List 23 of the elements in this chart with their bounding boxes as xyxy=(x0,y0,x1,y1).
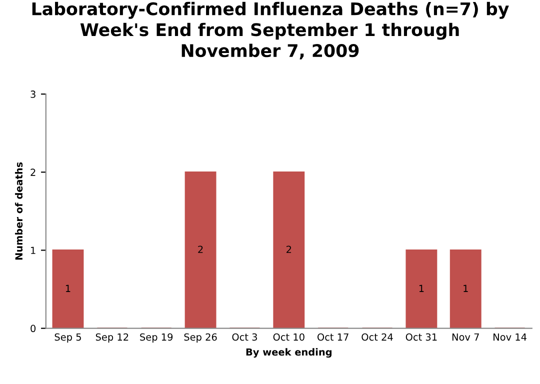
data-label: 1 xyxy=(464,284,468,292)
x-tick-label: Oct 17 xyxy=(317,333,348,341)
x-tick-label: Oct 31 xyxy=(406,333,437,341)
x-tick-label: Oct 10 xyxy=(273,333,304,341)
x-axis-title: By week ending xyxy=(246,348,332,358)
x-tick-label: Oct 24 xyxy=(362,333,393,341)
data-label: 1 xyxy=(419,284,424,292)
x-tick-label: Sep 12 xyxy=(96,333,128,343)
x-tick-label: Sep 26 xyxy=(184,333,217,343)
data-label: 2 xyxy=(286,246,292,253)
y-axis-title: Number of deaths xyxy=(15,162,23,260)
data-label: 2 xyxy=(198,246,203,253)
chart-title: Laboratory-Confirmed Influenza Deaths (n=7) by Week's End from September 1 through November 7, 2009 xyxy=(32,2,509,60)
y-tick-label: 0 xyxy=(30,324,36,332)
y-tick-label: 3 xyxy=(30,90,36,98)
x-tick-label: Sep 19 xyxy=(140,333,173,343)
y-tick-label: 2 xyxy=(30,168,36,176)
y-tick-label: 1 xyxy=(31,246,36,254)
x-tick-label: Oct 3 xyxy=(232,333,257,341)
data-label: 1 xyxy=(66,284,70,292)
x-tick-label: Sep 5 xyxy=(54,333,81,343)
x-tick-label: Nov 7 xyxy=(452,333,479,341)
x-tick-label: Nov 14 xyxy=(494,333,526,341)
